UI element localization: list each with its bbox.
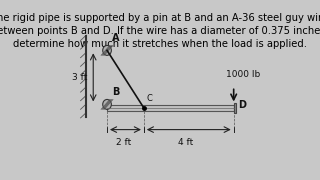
Text: 3 ft: 3 ft bbox=[72, 73, 87, 82]
Text: D: D bbox=[238, 100, 246, 110]
Text: 4 ft: 4 ft bbox=[178, 138, 193, 147]
Text: C: C bbox=[146, 94, 152, 103]
Ellipse shape bbox=[103, 46, 111, 55]
Text: 1000 lb: 1000 lb bbox=[226, 70, 260, 79]
Text: The rigid pipe is supported by a pin at B and an A-36 steel guy wire
between poi: The rigid pipe is supported by a pin at … bbox=[0, 13, 320, 49]
Polygon shape bbox=[234, 103, 236, 113]
Ellipse shape bbox=[103, 100, 111, 109]
Text: A: A bbox=[112, 33, 119, 43]
Text: 2 ft: 2 ft bbox=[116, 138, 131, 147]
Text: B: B bbox=[112, 87, 119, 97]
Polygon shape bbox=[107, 105, 234, 111]
